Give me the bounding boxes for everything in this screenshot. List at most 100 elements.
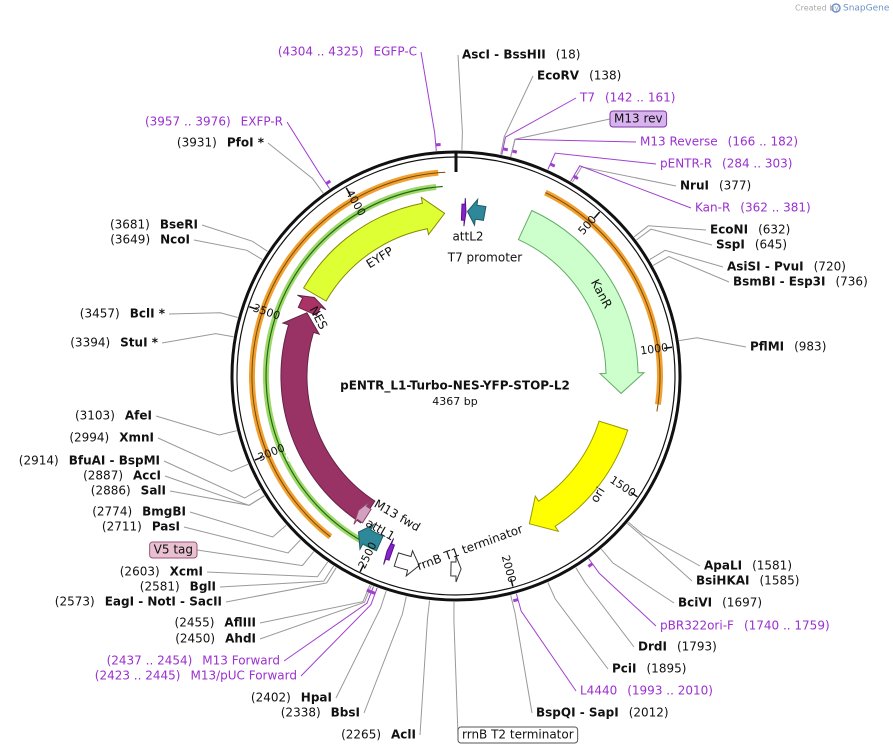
connector <box>169 490 265 506</box>
enzyme-position: (2402) <box>251 691 291 705</box>
ori-arrow <box>528 420 629 533</box>
enzyme-position: (2338) <box>281 706 321 720</box>
enzyme-position: (138) <box>589 69 621 83</box>
enzyme-name: BmgBI <box>142 505 186 519</box>
enzyme-name: BfuAI - BspMI <box>69 454 160 468</box>
connector <box>510 118 611 157</box>
feature-label: attL2 <box>452 230 483 244</box>
connector <box>626 523 693 582</box>
brand: SnapGene <box>843 4 890 14</box>
primer-position: (142 .. 161) <box>605 91 675 105</box>
enzyme-name: AscI - BssHII <box>462 48 546 62</box>
connector <box>500 75 534 155</box>
enzyme-name: NcoI <box>160 233 190 247</box>
ruler-tick <box>593 211 601 219</box>
boxed-label: V5 tag <box>154 543 193 557</box>
connector <box>419 600 431 736</box>
boxed-label: M13 rev <box>614 112 663 126</box>
ruler-tick <box>510 578 514 587</box>
enzyme-position: (2012) <box>629 706 669 720</box>
logo-icon <box>831 3 841 13</box>
connector <box>225 567 337 603</box>
ruler-tick <box>630 491 638 498</box>
enzyme-position: (2886) <box>91 484 131 498</box>
enzyme-position: (3457) <box>80 307 120 321</box>
connector <box>267 142 324 194</box>
nes-arrow <box>297 294 327 317</box>
primer-position: (3957 .. 3976) <box>145 115 231 129</box>
ruler-label: 2000 <box>499 554 519 584</box>
enzyme-position: (1895) <box>647 662 687 676</box>
connector <box>679 337 747 348</box>
connector <box>168 312 238 318</box>
enzyme-position: (720) <box>814 260 846 274</box>
site-labels: AscI - BssHII (18) EcoRV (138) NruI (377) EcoN… <box>19 45 868 744</box>
enzyme-position: (2914) <box>19 454 59 468</box>
plasmid-size: 4367 bp <box>432 395 477 408</box>
connector <box>649 249 724 268</box>
enzyme-position: (2450) <box>175 632 215 646</box>
orf-arc-line <box>545 192 661 412</box>
attl1-arrow <box>357 523 384 552</box>
enzyme-position: (2887) <box>83 469 123 483</box>
enzyme-position: (736) <box>835 275 867 289</box>
credit: Created by <box>795 4 839 13</box>
connector <box>183 526 301 554</box>
label-box <box>609 110 668 128</box>
primer-position: (284 .. 303) <box>722 157 792 171</box>
ruler-label: 1500 <box>607 473 638 499</box>
enzyme-name: BglI <box>190 580 216 594</box>
label-box <box>149 541 198 559</box>
enzyme-name: AccI <box>133 469 161 483</box>
connector <box>363 596 407 714</box>
connector <box>501 97 577 155</box>
enzyme-position: (3103) <box>75 409 115 423</box>
connector <box>575 567 635 648</box>
enzyme-position: (2573) <box>55 595 95 609</box>
primer-name: EGFP-C <box>374 45 417 59</box>
enzyme-name: AhdI <box>225 632 256 646</box>
connector <box>164 475 265 506</box>
orf-arc-line <box>251 171 446 538</box>
enzyme-position: (3681) <box>110 218 150 232</box>
connector <box>628 521 701 567</box>
connector <box>652 256 730 283</box>
connector <box>510 138 637 157</box>
plasmid-name: pENTR_L1-Turbo-NES-YFP-STOP-L2 <box>340 379 570 394</box>
connector <box>201 224 268 252</box>
primer-name: L4440 <box>580 684 617 698</box>
enzyme-name: BbsI <box>331 706 360 720</box>
enzyme-name: PciI <box>612 662 637 676</box>
primer-mark <box>325 179 332 185</box>
enzyme-name: PflMI <box>750 340 784 354</box>
t7-promoter-mark <box>460 198 467 227</box>
connectors <box>155 51 747 736</box>
primer-mark <box>512 598 519 603</box>
enzyme-position: (3931) <box>177 136 217 150</box>
enzyme-position: (645) <box>755 238 787 252</box>
primer-position: (362 .. 381) <box>740 201 810 215</box>
ruler-tick <box>249 306 258 310</box>
enzyme-name: DrdI <box>638 640 667 654</box>
connector <box>300 587 378 677</box>
connector <box>453 601 459 736</box>
enzyme-name: AfeI <box>125 409 152 423</box>
orf-arc-line <box>265 185 443 549</box>
primer-position: (4304 .. 4325) <box>278 45 364 59</box>
enzyme-name: BsmBI - Esp3I <box>733 275 825 289</box>
enzyme-position: (2581) <box>140 580 180 594</box>
primer-position: (1740 .. 1759) <box>744 619 830 633</box>
enzyme-name: BciVI <box>678 596 712 610</box>
enzyme-position: (2265) <box>341 728 381 742</box>
primer-mark <box>587 562 594 568</box>
turboid-arrow <box>280 312 376 524</box>
enzyme-name: BclI * <box>130 307 166 321</box>
connector <box>157 437 249 472</box>
enzyme-name: EcoNI <box>710 223 748 237</box>
primer-mark <box>549 162 556 168</box>
connector <box>457 54 463 151</box>
rrnb-t1-arrow <box>393 549 420 578</box>
ruler-tick <box>664 346 673 350</box>
